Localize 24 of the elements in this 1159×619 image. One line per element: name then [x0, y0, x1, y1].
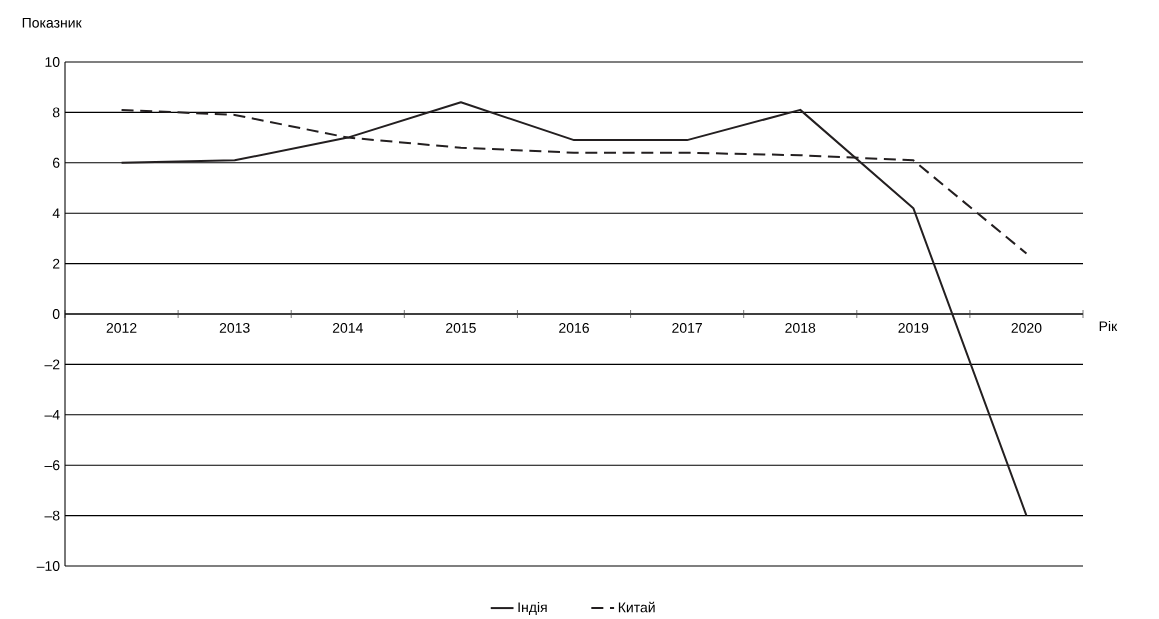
y-tick-label: 8: [52, 107, 60, 118]
x-tick-label: 2018: [785, 322, 816, 333]
y-tick-label: –10: [36, 561, 60, 571]
x-tick-label: 2017: [672, 322, 702, 333]
y-tick-label: 2: [53, 258, 60, 269]
y-tick-label: 10: [45, 57, 60, 67]
x-tick-label: 2019: [898, 322, 929, 333]
x-tick-label: 2015: [446, 322, 476, 333]
x-tick-label: 2014: [332, 322, 363, 333]
x-tick-label: 2016: [559, 322, 589, 333]
x-tick-label: 2020: [1011, 322, 1042, 333]
y-tick-label: –8: [44, 510, 60, 521]
y-tick-label: –4: [44, 410, 60, 420]
x-tick-label: 2012: [106, 322, 137, 333]
y-tick-label: –6: [44, 460, 60, 471]
legend-label: Індія: [518, 601, 547, 615]
y-tick-label: 4: [52, 208, 60, 219]
legend-label: Китай: [618, 601, 655, 613]
y-tick-label: 6: [53, 157, 60, 168]
x-tick-label: 2013: [219, 322, 250, 333]
y-tick-label: 0: [52, 309, 60, 319]
y-axis-title: Показник: [22, 17, 82, 28]
x-axis-title: Рік: [1099, 320, 1118, 332]
y-tick-label: –2: [44, 359, 60, 370]
